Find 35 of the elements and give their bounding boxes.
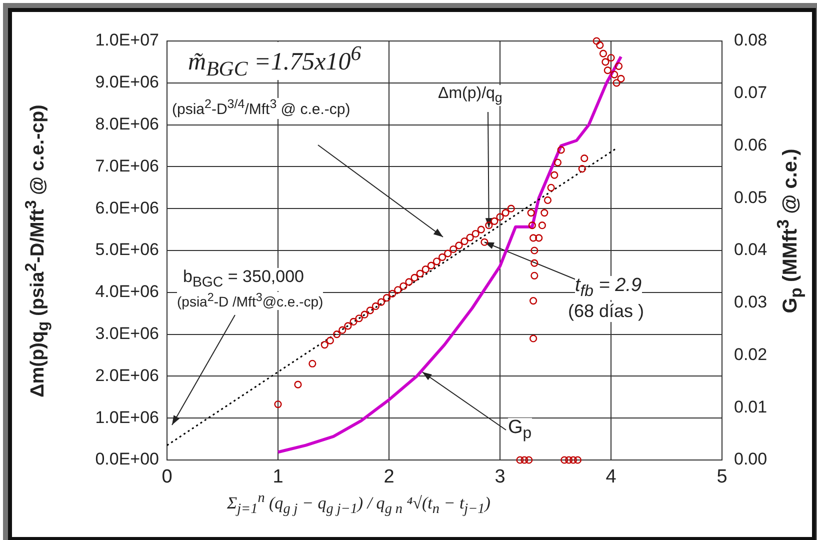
annotation: (68 días ) [568, 301, 644, 322]
y-tick-label: 4.0E+06 [95, 282, 159, 302]
y2-tick-label: 0.05 [734, 188, 768, 207]
y2-tick-label: 0.06 [734, 135, 768, 154]
y-tick-label: 2.0E+06 [95, 366, 159, 385]
annotation: G$_{p}$ [508, 417, 532, 442]
annotation: (psia$^{2}$-D$^{3/4}$/Mft$^{3}$ @ c.e.-cp) [172, 97, 350, 118]
x-tick-label: 5 [716, 466, 728, 488]
text: Σ$_{j=1}$$^{n}$ (q$_{g j}$ − q$_{g j−1}$) / q$_{g n}$ ⁴√(t$_{n}$ − t$_{j−1}$) [227, 490, 490, 518]
y-tick-label: 7.0E+06 [95, 156, 159, 176]
x-tick-label: 0 [162, 466, 172, 488]
y-tick-label: 9.0E+06 [95, 72, 159, 92]
annotation: t$_{fb}$ = 2.9 [575, 275, 642, 300]
y-tick-label: 0.0E+00 [95, 450, 159, 469]
x-tick-label: 3 [494, 466, 506, 488]
annotation: m̃$_{BGC}$ =1.75x10$^{6}$ [188, 41, 362, 80]
y2-tick-label: 0.07 [734, 83, 768, 102]
y-tick-label: 1.0E+06 [95, 408, 159, 427]
y-tick-label: 6.0E+06 [95, 198, 159, 218]
x-tick-label: 2 [384, 466, 394, 488]
annotation: b$_{BGC}$ = 350,000 [183, 267, 304, 291]
y2-tick-label: 0.02 [734, 344, 768, 364]
annotation: (psia$^{2}$-D /Mft$^{3}$@c.e.-cp) [177, 291, 324, 310]
y-tick-label: 5.0E+06 [95, 240, 159, 260]
y2-tick-label: 0.01 [734, 397, 768, 416]
y-tick-label: 8.0E+06 [95, 114, 159, 134]
y2-tick-label: 0.08 [734, 30, 768, 50]
y-tick-label: 1.0E+07 [95, 30, 159, 50]
y-tick-label: 3.0E+06 [95, 324, 159, 343]
x-tick-label: 1 [272, 466, 284, 488]
x-tick-label: 4 [606, 466, 617, 488]
annotation: Δm(p)/q$_{g}$ [438, 85, 502, 106]
y2-tick-label: 0.04 [734, 240, 768, 260]
y2-tick-label: 0.00 [734, 450, 768, 469]
y2-tick-label: 0.03 [734, 292, 768, 312]
